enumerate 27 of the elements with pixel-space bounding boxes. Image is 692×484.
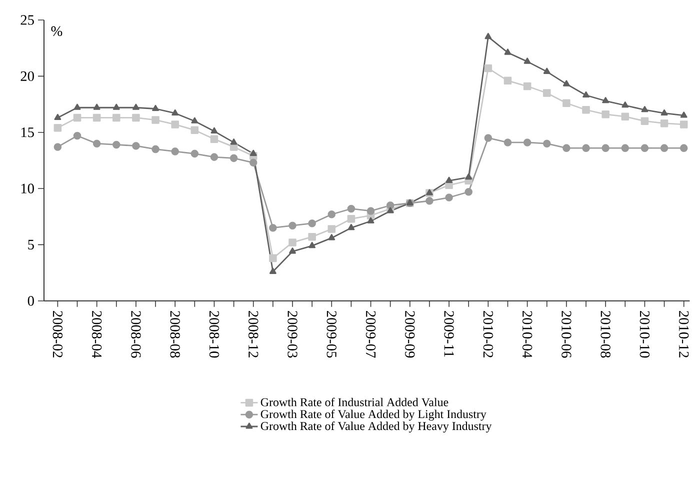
x-tick-label: 2008-04	[92, 311, 102, 358]
x-tick-label: 2010-10	[640, 311, 650, 358]
y-tick-label: 25	[20, 15, 34, 25]
legend-label: Growth Rate of Industrial Added Value	[260, 398, 448, 406]
y-tick-label: 10	[21, 184, 34, 194]
x-tick-label: 2009-05	[326, 311, 336, 358]
x-tick-label: 2008-08	[170, 311, 180, 358]
x-tick-label: 2010-08	[600, 311, 610, 358]
y-tick-label: 0	[28, 296, 34, 306]
x-tick-label: 2008-02	[52, 311, 63, 358]
x-tick-label: 2010-04	[522, 311, 532, 358]
y-tick-label: 15	[21, 128, 34, 138]
x-tick-label: 2009-11	[444, 311, 454, 357]
y-tick-label: 5	[28, 240, 34, 250]
legend-label: Growth Rate of Value Added by Heavy Industry	[260, 422, 492, 433]
y-axis-title: %	[51, 26, 62, 36]
x-tick-label: 2009-03	[288, 311, 298, 358]
x-tick-label: 2010-06	[562, 311, 572, 358]
legend-label: Growth Rate of Value Added by Light Industry	[260, 410, 486, 421]
x-tick-label: 2008-12	[248, 311, 258, 358]
x-tick-label: 2009-07	[366, 311, 376, 358]
x-tick-label: 2010-02	[483, 311, 494, 358]
x-tick-label: 2008-06	[131, 311, 141, 358]
y-tick-label: 20	[20, 71, 34, 82]
x-tick-label: 2009-09	[405, 311, 415, 358]
x-tick-label: 2010-12	[679, 311, 689, 358]
x-tick-label: 2008-10	[209, 311, 220, 358]
